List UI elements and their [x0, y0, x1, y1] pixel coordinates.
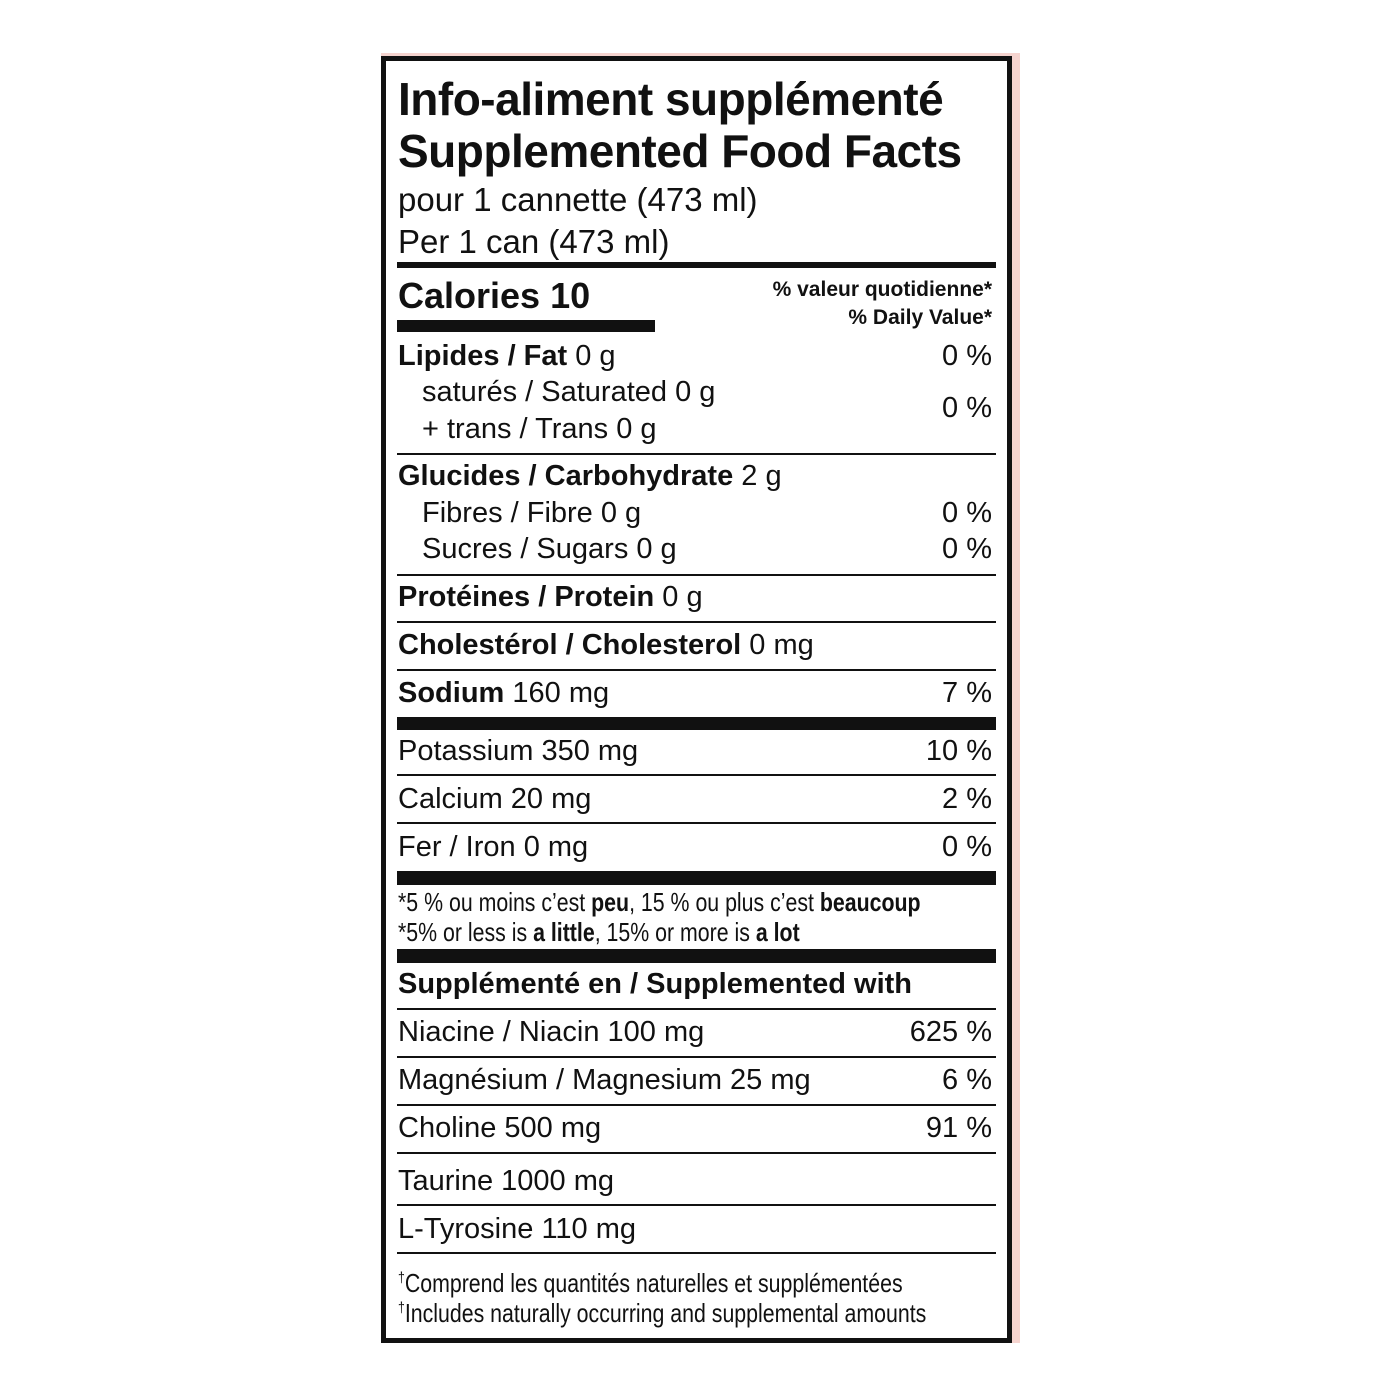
title-fr: Info-aliment supplémenté [398, 73, 944, 125]
choline-dv: 91 % [925, 1112, 992, 1144]
fibre-row: Fibres / Fibre 0 g [422, 497, 642, 529]
divider [397, 621, 996, 623]
divider-thick [397, 949, 996, 963]
niacin-row: Niacine / Niacin 100 mg [398, 1016, 705, 1048]
cholesterol-row: Cholestérol / Cholesterol 0 mg [398, 629, 814, 661]
tyrosine-row: L-Tyrosine 110 mg [398, 1213, 637, 1245]
sat-trans-dv: 0 % [942, 392, 992, 424]
carb-row: Glucides / Carbohydrate 2 g [398, 460, 782, 492]
nutrition-facts-panel [381, 56, 1012, 1343]
fibre-dv: 0 % [942, 497, 992, 529]
calcium-dv: 2 % [942, 783, 992, 815]
divider [397, 453, 996, 455]
calories-bar [397, 320, 655, 332]
sugars-dv: 0 % [942, 533, 992, 565]
saturated-row: saturés / Saturated 0 g [422, 376, 716, 408]
dv-header-en: % Daily Value* [848, 306, 992, 329]
dv-header-fr: % valeur quotidienne* [772, 278, 992, 301]
potassium-row: Potassium 350 mg [398, 735, 639, 767]
serving-fr: pour 1 cannette (473 ml) [398, 181, 758, 218]
divider [397, 774, 996, 776]
dv-footnote-fr: *5 % ou moins c’est peu, 15 % ou plus c’… [398, 887, 921, 917]
fat-row: Lipides / Fat 0 g [398, 340, 616, 372]
taurine-row: Taurine 1000 mg [398, 1165, 615, 1197]
divider [397, 669, 996, 671]
supplemented-heading: Supplémenté en / Supplemented with [398, 968, 912, 1000]
divider [397, 822, 996, 824]
protein-row: Protéines / Protein 0 g [398, 581, 703, 613]
calcium-row: Calcium 20 mg [398, 783, 592, 815]
iron-row: Fer / Iron 0 mg [398, 831, 589, 863]
potassium-dv: 10 % [925, 735, 992, 767]
divider-thick [397, 262, 996, 268]
supp-footnote-en: †Includes naturally occurring and supple… [398, 1298, 927, 1328]
niacin-dv: 625 % [909, 1016, 992, 1048]
serving-en: Per 1 can (473 ml) [398, 223, 670, 260]
divider [397, 1008, 996, 1010]
divider [397, 1152, 996, 1154]
divider-thick [397, 871, 996, 885]
sugars-row: Sucres / Sugars 0 g [422, 533, 677, 565]
iron-dv: 0 % [942, 831, 992, 863]
divider [397, 1056, 996, 1058]
calories: Calories 10 [398, 275, 591, 316]
trans-row: + trans / Trans 0 g [422, 413, 657, 445]
sodium-row: Sodium 160 mg [398, 677, 610, 709]
dv-footnote-en: *5% or less is a little, 15% or more is … [398, 917, 800, 947]
divider [397, 1204, 996, 1206]
divider [397, 1252, 996, 1254]
supp-footnote-fr: †Comprend les quantités naturelles et su… [398, 1268, 903, 1298]
divider [397, 1104, 996, 1106]
sodium-dv: 7 % [942, 677, 992, 709]
fat-dv: 0 % [942, 340, 992, 372]
divider-thick [397, 717, 996, 730]
divider [397, 574, 996, 576]
magnesium-dv: 6 % [942, 1064, 992, 1096]
choline-row: Choline 500 mg [398, 1112, 602, 1144]
magnesium-row: Magnésium / Magnesium 25 mg [398, 1064, 811, 1096]
title-en: Supplemented Food Facts [398, 125, 962, 177]
